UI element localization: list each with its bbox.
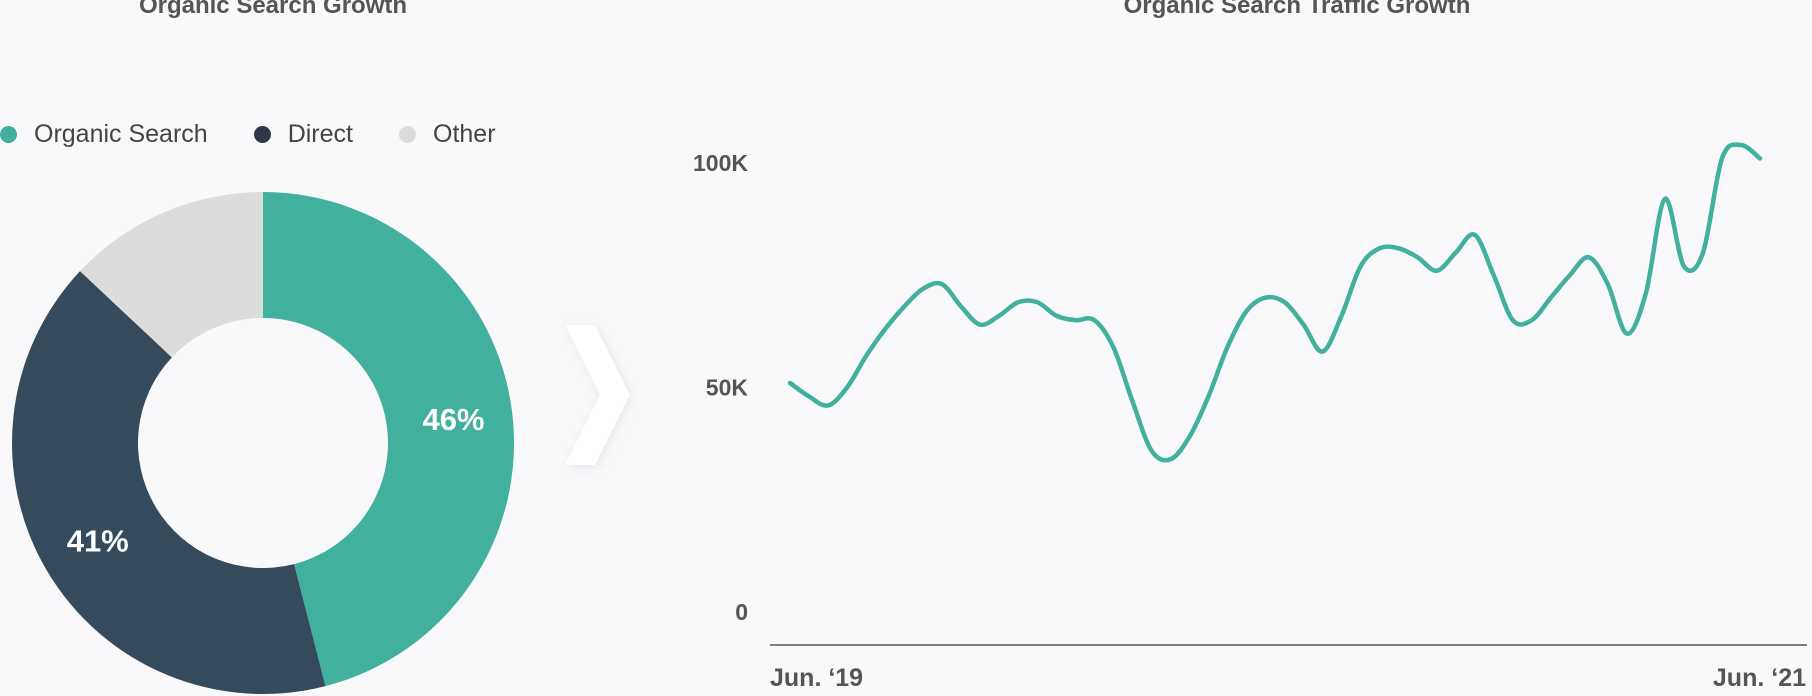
donut-legend: Organic Search Direct Other — [0, 120, 542, 149]
donut-slice-organic-search — [263, 192, 515, 687]
y-tick-label-50k: 50K — [706, 375, 749, 401]
y-tick-label-100k: 100K — [693, 150, 748, 176]
traffic-series-line — [787, 142, 1763, 463]
line-chart-title: Organic Search Traffic Growth — [1123, 0, 1471, 19]
donut-chart: 46% 41% — [11, 192, 515, 695]
donut-label-direct: 41% — [67, 524, 129, 559]
donut-chart-title: Organic Search Growth — [138, 0, 408, 19]
chevron-shape — [565, 325, 630, 465]
donut-label-organic-search: 46% — [422, 402, 484, 437]
donut-slice-direct — [11, 271, 326, 695]
donut-slice-other — [80, 192, 264, 358]
legend-item-other: Other — [399, 120, 496, 149]
legend-label-other: Other — [433, 120, 496, 148]
x-tick-label-end: Jun. ‘21 — [1713, 664, 1806, 692]
y-tick-label-0: 0 — [735, 599, 748, 625]
legend-swatch-organic-search — [0, 126, 17, 143]
legend-item-organic-search: Organic Search — [0, 120, 208, 149]
legend-item-direct: Direct — [253, 120, 353, 149]
legend-label-direct: Direct — [287, 120, 353, 148]
legend-swatch-other — [399, 126, 416, 143]
x-tick-label-start: Jun. ‘19 — [770, 664, 863, 692]
chevron-arrow-icon — [565, 325, 630, 465]
line-chart: 0 50K 100K Jun. ‘19 Jun. ‘21 — [693, 142, 1807, 692]
legend-swatch-direct — [253, 126, 271, 143]
legend-label-organic-search: Organic Search — [34, 120, 208, 148]
